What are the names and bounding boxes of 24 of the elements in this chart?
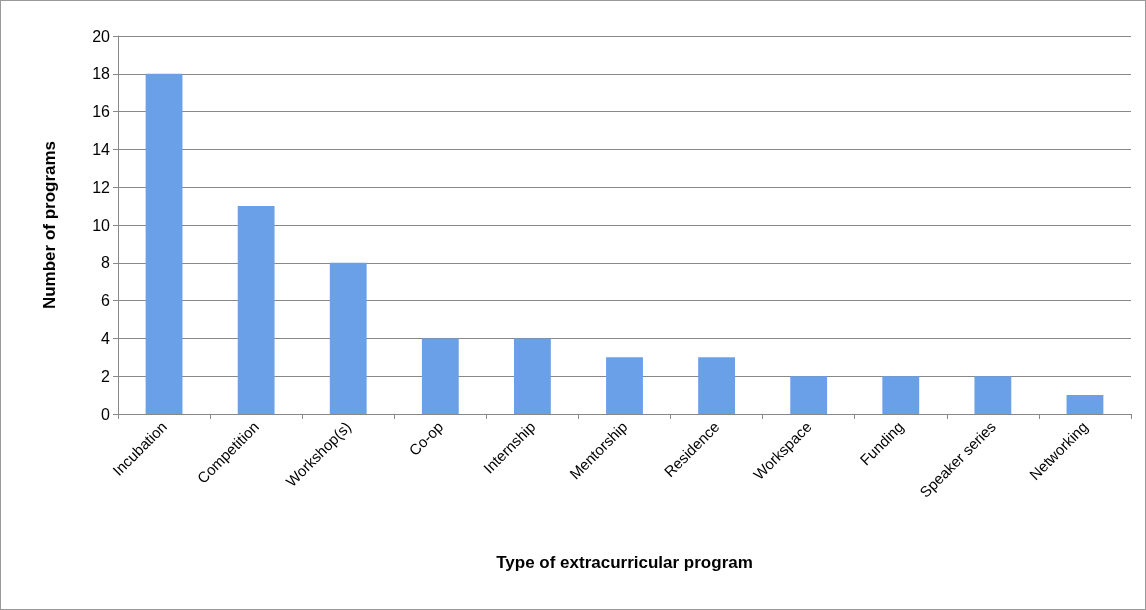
y-tick-label: 16: [92, 103, 111, 121]
bar: [513, 338, 551, 414]
bar: [790, 376, 828, 414]
bar: [698, 357, 736, 414]
y-tick-label: 8: [101, 254, 111, 272]
bar: [329, 262, 367, 414]
bar: [421, 338, 459, 414]
y-axis-title: Number of programs: [40, 140, 59, 310]
bar: [1066, 395, 1104, 414]
bar: [974, 376, 1012, 414]
bar: [606, 357, 643, 414]
bar: [145, 73, 183, 414]
y-tick-label: 10: [92, 216, 111, 234]
y-tick-label: 0: [101, 405, 111, 423]
y-tick-label: 12: [92, 178, 111, 196]
y-tick-label: 14: [92, 140, 111, 158]
y-tick-label: 2: [101, 367, 111, 385]
y-tick-label: 4: [101, 329, 111, 347]
bar: [237, 206, 275, 414]
y-tick-label: 6: [101, 292, 111, 310]
x-axis-title: Type of extracurricular program: [496, 553, 753, 572]
bar: [882, 376, 920, 414]
y-tick-label: 18: [92, 65, 111, 83]
y-tick-label: 20: [92, 27, 111, 45]
